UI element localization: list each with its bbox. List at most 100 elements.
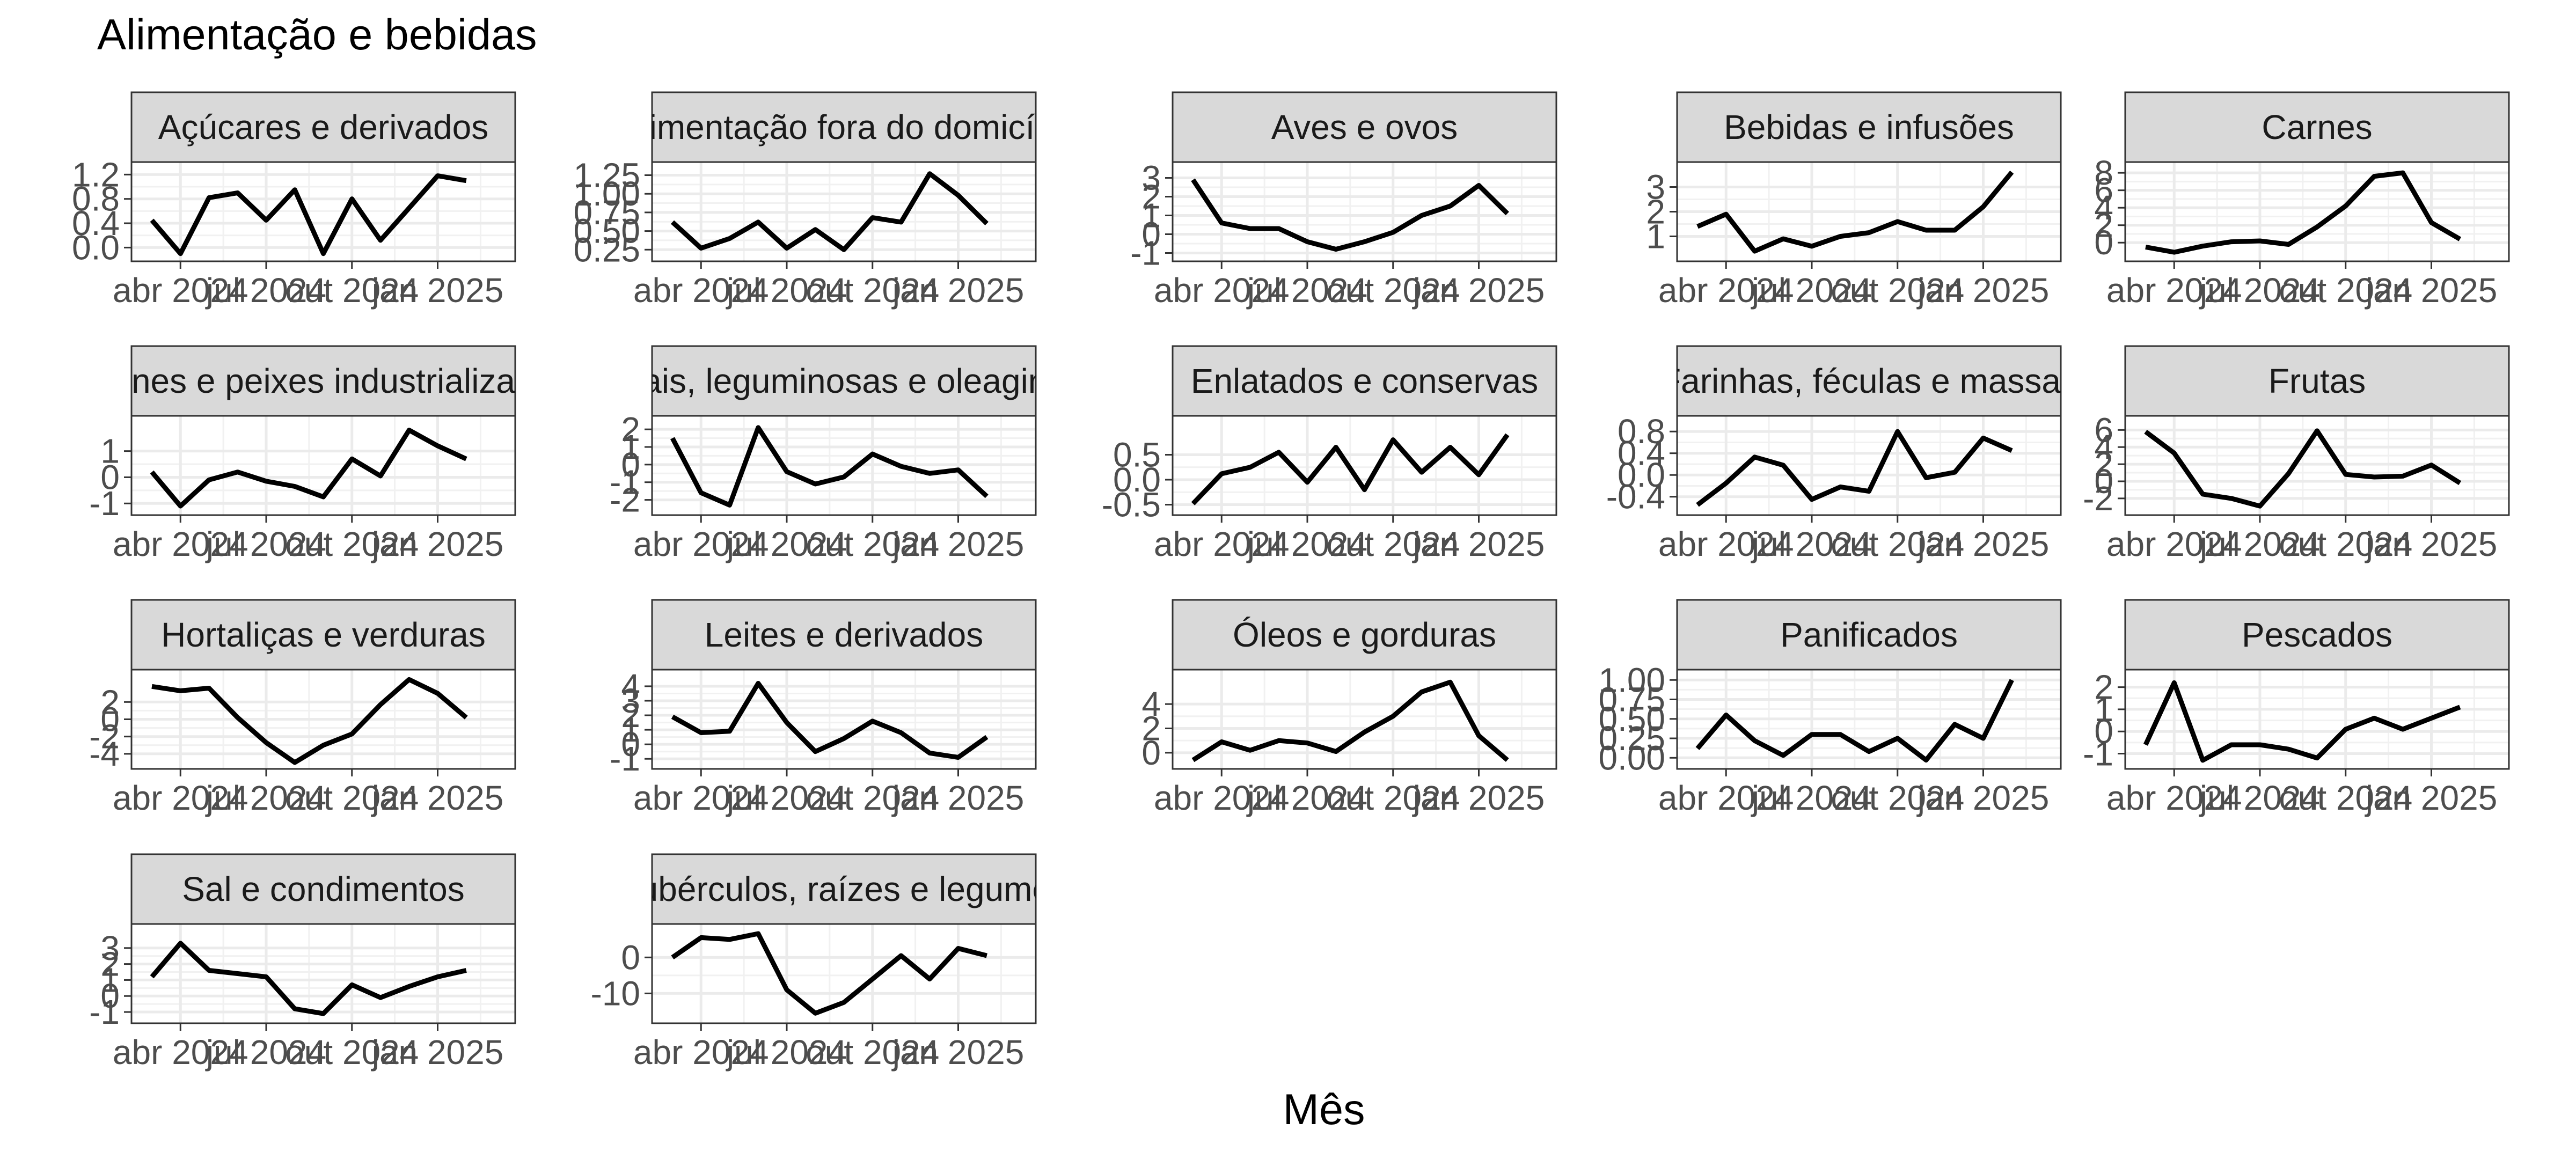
series-line (150, 941, 467, 1016)
y-tick-label: -4 (89, 735, 120, 773)
y-tick-label: 0.8 (72, 180, 120, 218)
y-tick-label: 8 (2094, 153, 2113, 192)
y-tick-label: 2 (2094, 668, 2113, 707)
x-tick-label: abr 2024 (633, 779, 769, 817)
facet-strip-label: Óleos e gorduras (1233, 615, 1496, 654)
facet-strip (1676, 91, 2062, 163)
x-axis-title: Mês (1283, 1085, 1365, 1134)
x-tick-label: out 2024 (806, 1033, 939, 1072)
facet-panel: Farinhas, féculas e massas -0.40.00.40.8 a… (1606, 345, 2062, 563)
x-tick-label: out 2024 (2279, 779, 2412, 817)
panel-border (1172, 161, 1557, 262)
facet-strip (130, 599, 516, 671)
x-tick-label: out 2024 (1831, 525, 1964, 563)
facet-strip-label: Aves e ovos (1271, 108, 1458, 146)
series-line (1696, 429, 2013, 507)
y-tick-label: 2 (621, 410, 640, 449)
x-tick-label: abr 2024 (1658, 525, 1794, 563)
series-line (671, 681, 989, 760)
series-line (1191, 178, 1509, 252)
x-tick-label: abr 2024 (633, 271, 769, 310)
x-tick-label: jan 2025 (1412, 779, 1545, 817)
y-tick-label: 0.0 (72, 228, 120, 267)
panel-border (130, 161, 516, 262)
y-tick-label: 0 (621, 725, 640, 764)
y-tick-label: 0 (1141, 215, 1161, 254)
facet-panel: Tubérculos, raízes e legumes -100 abr 2024… (591, 853, 1037, 1072)
x-tick-label: out 2024 (806, 779, 939, 817)
y-tick-label: -1 (89, 484, 120, 523)
series-line (670, 171, 989, 252)
plot-area (1173, 416, 1556, 515)
series-line (671, 931, 987, 1016)
x-tick-label: abr 2024 (1658, 271, 1794, 310)
x-tick-label: abr 2024 (2106, 779, 2242, 817)
x-tick-label: out 2024 (1831, 271, 1964, 310)
series-line (2144, 428, 2462, 509)
y-tick-label: 1 (100, 432, 120, 471)
y-tick-label: 1 (2094, 690, 2113, 729)
x-tick-label: jan 2025 (1916, 525, 2050, 563)
x-tick-label: out 2024 (285, 1033, 419, 1072)
facet-strip (2124, 345, 2510, 417)
y-tick-label: 0.0 (1618, 456, 1665, 494)
x-tick-label: out 2024 (1326, 779, 1460, 817)
x-tick-label: jan 2025 (891, 271, 1024, 310)
y-tick-label: 0.00 (1598, 738, 1665, 777)
series-line (1191, 679, 1509, 762)
y-tick-label: 1 (1646, 217, 1665, 256)
y-tick-label: 0 (1141, 733, 1161, 772)
x-tick-label: out 2024 (2279, 525, 2412, 563)
x-tick-label: jan 2025 (1916, 271, 2050, 310)
series-line (150, 173, 467, 256)
y-tick-label: 1.2 (72, 155, 120, 194)
y-tick-label: 1 (621, 428, 640, 466)
y-tick-label: -2 (610, 481, 640, 519)
y-tick-label: 3 (621, 681, 640, 720)
y-tick-label: -0.5 (1102, 486, 1161, 524)
x-tick-label: jan 2025 (891, 779, 1024, 817)
series-line (1695, 679, 2014, 763)
y-tick-label: 3 (100, 929, 120, 967)
x-tick-label: jul 2024 (726, 1033, 847, 1072)
y-tick-label: 0.25 (1598, 719, 1665, 758)
x-tick-label: jul 2024 (2199, 525, 2320, 563)
x-tick-label: abr 2024 (1154, 271, 1290, 310)
y-tick-label: 2 (1141, 178, 1161, 216)
x-tick-label: abr 2024 (113, 271, 248, 310)
facet-strip-label: Leites e derivados (705, 615, 983, 654)
series-line (670, 425, 989, 508)
y-tick-label: 0 (621, 938, 640, 977)
panel-border (2124, 669, 2510, 770)
plot-area (2125, 162, 2509, 261)
x-tick-label: jan 2025 (371, 271, 504, 310)
facet-strip-label: Frutas (2268, 362, 2366, 400)
x-tick-label: jan 2025 (891, 525, 1024, 563)
facet-strip-label: Açúcares e derivados (158, 108, 488, 146)
x-tick-label: jul 2024 (1751, 271, 1872, 310)
y-tick-label: 3 (1646, 168, 1665, 207)
series-line (150, 428, 467, 509)
y-tick-label: 0 (2094, 462, 2113, 501)
facet-strip (651, 345, 1037, 417)
y-tick-label: 0 (100, 700, 120, 739)
x-tick-label: abr 2024 (1154, 779, 1290, 817)
x-tick-label: jan 2025 (371, 779, 504, 817)
y-tick-label: -10 (591, 974, 641, 1013)
x-tick-label: jan 2025 (891, 1033, 1024, 1072)
facet-strip (130, 345, 516, 417)
panel-border (2124, 415, 2510, 516)
series-line (1696, 171, 2014, 254)
x-tick-label: jul 2024 (1246, 271, 1367, 310)
y-tick-label: 6 (2094, 171, 2113, 210)
y-tick-label: 1 (621, 710, 640, 749)
